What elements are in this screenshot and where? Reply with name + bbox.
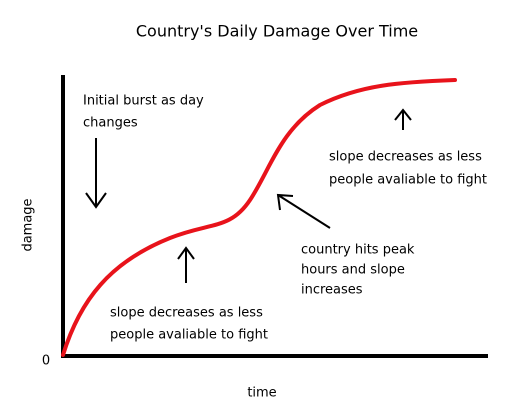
title: Country's Daily Damage Over Time [136, 22, 418, 41]
arrow-up [394, 108, 412, 130]
origin-label: 0 [42, 354, 50, 369]
arrow-up [177, 246, 195, 283]
annotation-text: country hits peak [301, 243, 415, 258]
arrow-down [85, 138, 107, 209]
annotation-text: slope decreases as less [110, 306, 263, 321]
arrow-up-left [276, 193, 331, 229]
annotation-text: Initial burst as day [83, 94, 204, 109]
y-axis-label: damage [21, 198, 36, 251]
annotation-text: people avaliable to fight [329, 173, 487, 188]
annotation-text: hours and slope [301, 263, 405, 278]
annotation-text: people avaliable to fight [110, 328, 268, 343]
damage-curve [61, 78, 457, 357]
annotation-text: increases [301, 283, 363, 298]
annotations: Initial burst as day changes slope decre… [83, 94, 487, 343]
x-axis-label: time [247, 386, 276, 401]
arrows [85, 108, 412, 283]
annotation-text: changes [83, 116, 138, 131]
annotation-text: slope decreases as less [329, 150, 482, 165]
